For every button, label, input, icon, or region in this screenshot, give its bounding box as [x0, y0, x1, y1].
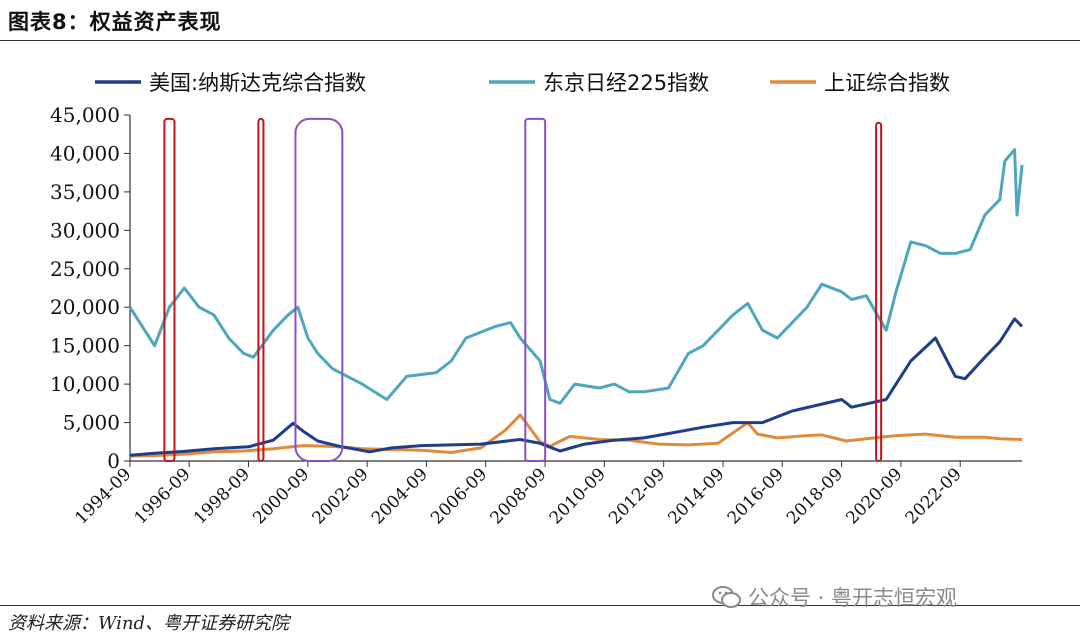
- legend-label-2: 上证综合指数: [824, 71, 950, 95]
- y-tick-label: 20,000: [50, 295, 120, 319]
- x-tick-label: 2016-09: [724, 464, 788, 528]
- y-tick-label: 30,000: [50, 218, 120, 242]
- y-tick-label: 45,000: [50, 103, 120, 127]
- x-tick-label: 2012-09: [605, 464, 669, 528]
- y-tick-label: 40,000: [50, 141, 120, 165]
- title-divider: [0, 40, 1080, 41]
- y-tick-label: 0: [107, 449, 120, 473]
- x-tick-label: 2008-09: [487, 464, 551, 528]
- highlight-box-2: [294, 117, 344, 462]
- figure-title: 图表8：权益资产表现: [8, 10, 222, 34]
- series-line-1: [128, 148, 1024, 405]
- y-tick-label: 10,000: [50, 372, 120, 396]
- watermark: 公众号 · 粤开志恒宏观: [712, 582, 957, 612]
- highlight-box-1: [257, 117, 265, 462]
- x-tick-label: 2000-09: [249, 464, 313, 528]
- wechat-icon: [712, 586, 741, 608]
- x-tick-label: 1998-09: [190, 464, 254, 528]
- y-tick-label: 5,000: [63, 411, 120, 435]
- source-note: 资料来源：Wind、粤开证券研究院: [8, 613, 290, 634]
- series-line-2: [129, 413, 1023, 458]
- highlight-box-3: [524, 117, 547, 462]
- x-tick-label: 2010-09: [546, 464, 610, 528]
- x-tick-label: 2004-09: [368, 464, 432, 528]
- x-tick-label: 1996-09: [131, 464, 195, 528]
- watermark-text: 公众号 · 粤开志恒宏观: [748, 586, 958, 610]
- chart-area: 美国:纳斯达克综合指数 东京日经225指数 上证综合指数 0 5,000 10,000 1…: [50, 71, 1024, 528]
- x-tick-label: 2018-09: [783, 464, 847, 528]
- highlight-box-4: [875, 121, 883, 462]
- x-tick-label: 2022-09: [902, 464, 966, 528]
- x-tick-label: 2006-09: [427, 464, 491, 528]
- legend: 美国:纳斯达克综合指数 东京日经225指数 上证综合指数: [95, 71, 950, 95]
- highlight-layer: [163, 117, 883, 462]
- x-tick-label: 1994-09: [71, 464, 135, 528]
- x-tick-label: 2002-09: [309, 464, 373, 528]
- footer-divider: [0, 605, 1080, 606]
- legend-label-1: 东京日经225指数: [543, 71, 709, 95]
- y-tick-label: 25,000: [50, 257, 120, 281]
- y-tick-label: 15,000: [50, 334, 120, 358]
- y-tick-label: 35,000: [50, 180, 120, 204]
- x-tick-label: 2020-09: [842, 464, 906, 528]
- x-tick-label: 2014-09: [664, 464, 728, 528]
- highlight-box-0: [163, 117, 176, 462]
- legend-label-0: 美国:纳斯达克综合指数: [149, 71, 366, 95]
